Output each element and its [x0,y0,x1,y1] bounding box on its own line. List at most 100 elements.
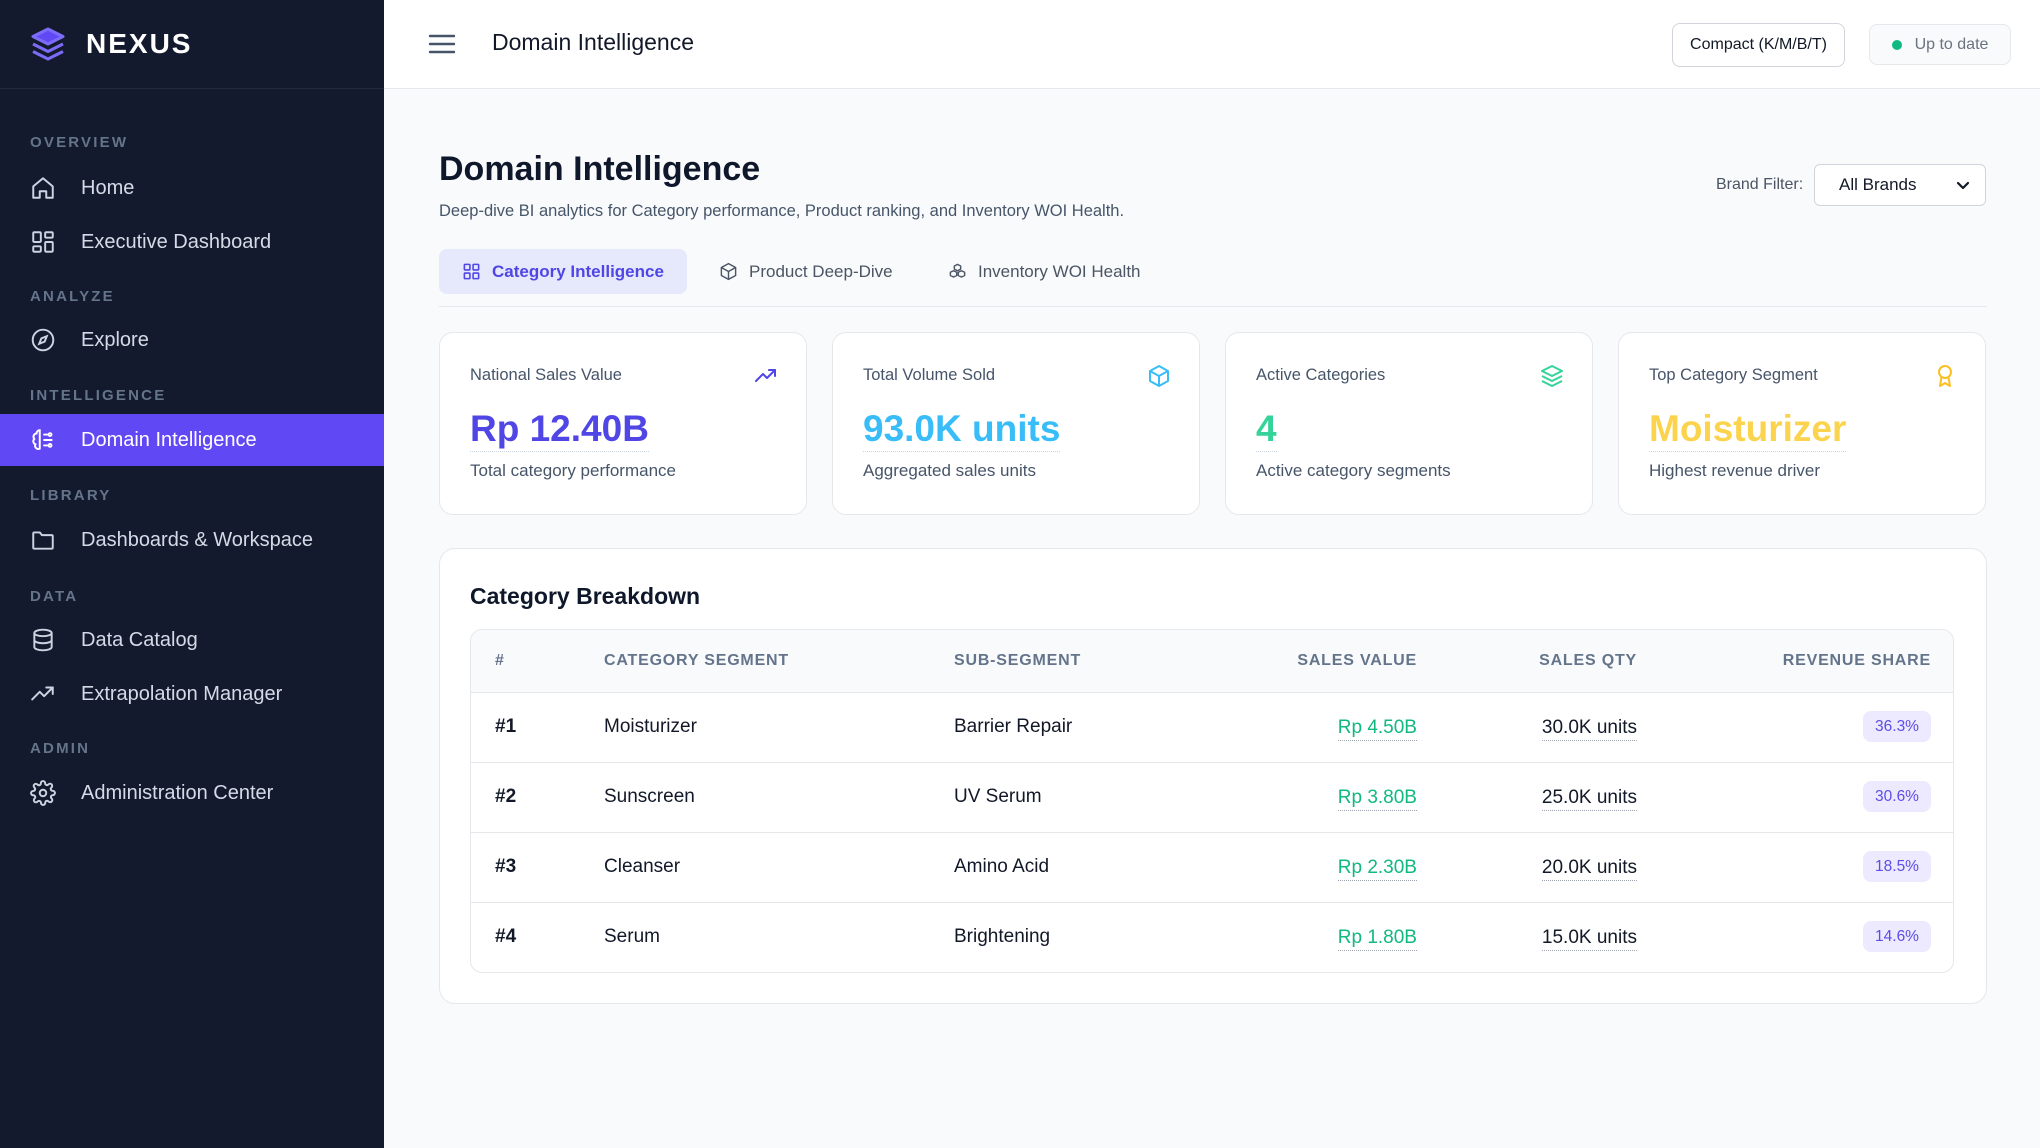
sidebar-item-label: Administration Center [81,781,274,804]
column-header-sales-qty: SALES QTY [1539,652,1637,669]
row-sales-value: Rp 1.80B [1337,926,1417,951]
kpi-card-active-categories: Active Categories 4 Active category segm… [1225,332,1593,515]
revenue-share-badge: 18.5% [1863,851,1931,882]
section-label-analyze: ANALYZE [30,288,115,305]
section-label-library: LIBRARY [30,487,112,504]
sidebar-item-explore[interactable]: Explore [0,314,384,366]
table-row[interactable]: #2 Sunscreen UV Serum Rp 3.80B 25.0K uni… [471,763,1953,833]
sidebar-item-extrapolation-manager[interactable]: Extrapolation Manager [0,668,384,720]
tab-bar: Category Intelligence Product Deep-Dive … [439,249,1987,307]
home-icon [30,175,56,201]
sidebar-item-label: Data Catalog [81,628,198,651]
sidebar-item-data-catalog[interactable]: Data Catalog [0,614,384,666]
kpi-label: Active Categories [1256,366,1386,384]
column-header-sales-value: SALES VALUE [1297,652,1417,669]
row-sub-segment: UV Serum [954,786,1042,807]
revenue-share-badge: 30.6% [1863,781,1931,812]
page-title: Domain Intelligence [439,150,761,188]
layers-logo-icon [30,26,66,62]
sync-status-button[interactable]: Up to date [1869,24,2011,65]
brand-filter-label: Brand Filter: [1716,176,1804,193]
section-label-overview: OVERVIEW [30,134,129,151]
boxes-icon [949,263,966,278]
top-bar: Domain Intelligence Compact (K/M/B/T) Up… [384,0,2040,89]
table-row[interactable]: #1 Moisturizer Barrier Repair Rp 4.50B 3… [471,693,1953,763]
brand-name: NEXUS [86,28,193,59]
chevron-down-icon [1955,177,1971,193]
row-rank: #1 [495,716,517,737]
sidebar-item-label: Dashboards & Workspace [81,528,313,551]
sidebar-item-administration-center[interactable]: Administration Center [0,767,384,819]
kpi-value: Rp 12.40B [470,407,649,452]
brand[interactable]: NEXUS [0,0,384,89]
tab-label: Category Intelligence [492,261,664,281]
row-sub-segment: Brightening [954,926,1051,947]
table-row[interactable]: #3 Cleanser Amino Acid Rp 2.30B 20.0K un… [471,833,1953,903]
row-rank: #4 [495,926,517,947]
tab-category-intelligence[interactable]: Category Intelligence [439,249,687,294]
tab-product-deep-dive[interactable]: Product Deep-Dive [719,249,893,294]
kpi-label: Top Category Segment [1649,366,1818,384]
revenue-share-badge: 36.3% [1863,711,1931,742]
sidebar-item-home[interactable]: Home [0,162,384,214]
page-subtitle: Deep-dive BI analytics for Category perf… [439,202,1125,220]
top-bar-title: Domain Intelligence [492,29,695,55]
kpi-card-total-volume-sold: Total Volume Sold 93.0K units Aggregated… [832,332,1200,515]
kpi-card-national-sales-value: National Sales Value Rp 12.40B Total cat… [439,332,807,515]
section-label-admin: ADMIN [30,740,91,757]
row-category: Cleanser [604,856,681,877]
row-sales-value: Rp 3.80B [1337,786,1417,811]
trending-up-icon [754,364,778,388]
category-breakdown-table: # CATEGORY SEGMENT SUB-SEGMENT SALES VAL… [470,629,1954,973]
sidebar-item-executive-dashboard[interactable]: Executive Dashboard [0,216,384,268]
row-sales-qty: 30.0K units [1541,716,1637,741]
kpi-value: 93.0K units [863,407,1061,452]
folder-icon [30,527,56,553]
row-category: Moisturizer [604,716,697,737]
kpi-footnote: Total category performance [470,461,676,480]
status-dot-icon [1891,39,1902,50]
kpi-footnote: Active category segments [1256,461,1451,480]
compass-icon [30,327,56,353]
row-sales-qty: 25.0K units [1541,786,1637,811]
table-header: # CATEGORY SEGMENT SUB-SEGMENT SALES VAL… [471,630,1953,693]
sidebar: NEXUS OVERVIEW ANALYZE INTELLIGENCE LIBR… [0,0,384,1148]
section-label-data: DATA [30,588,79,605]
category-breakdown-panel: Category Breakdown # CATEGORY SEGMENT SU… [439,548,1987,1004]
section-label-intelligence: INTELLIGENCE [30,387,167,404]
layers-icon [1540,364,1564,388]
sidebar-item-label: Explore [81,328,149,351]
row-category: Serum [604,926,660,947]
sidebar-item-domain-intelligence[interactable]: Domain Intelligence [0,414,384,466]
sidebar-item-label: Extrapolation Manager [81,682,283,705]
breakdown-title: Category Breakdown [470,583,701,609]
gear-icon [30,780,56,806]
brain-icon [30,427,56,453]
row-sales-value: Rp 2.30B [1337,856,1417,881]
column-header-sub-segment: SUB-SEGMENT [954,652,1082,669]
table-row[interactable]: #4 Serum Brightening Rp 1.80B 15.0K unit… [471,903,1953,972]
brand-filter-select[interactable]: All Brands [1814,164,1986,206]
sidebar-item-dashboards-workspace[interactable]: Dashboards & Workspace [0,514,384,566]
sidebar-item-label: Home [81,176,135,199]
kpi-footnote: Highest revenue driver [1649,461,1821,480]
row-sales-qty: 20.0K units [1541,856,1637,881]
award-icon [1933,364,1957,388]
row-sub-segment: Amino Acid [954,856,1050,877]
box-icon [720,262,737,281]
kpi-footnote: Aggregated sales units [863,461,1036,480]
trending-up-icon [30,681,56,707]
row-sub-segment: Barrier Repair [954,716,1073,737]
column-header-category: CATEGORY SEGMENT [604,652,789,669]
compact-format-button[interactable]: Compact (K/M/B/T) [1672,23,1845,67]
row-rank: #2 [495,786,517,807]
database-icon [30,627,56,653]
kpi-value: Moisturizer [1649,407,1847,452]
column-header-revenue-share: REVENUE SHARE [1782,652,1931,669]
grid-icon [463,263,480,280]
kpi-label: Total Volume Sold [863,366,996,384]
tab-inventory-woi-health[interactable]: Inventory WOI Health [948,249,1141,294]
sidebar-item-label: Domain Intelligence [81,428,257,451]
menu-icon[interactable] [428,31,456,57]
row-rank: #3 [495,856,517,877]
